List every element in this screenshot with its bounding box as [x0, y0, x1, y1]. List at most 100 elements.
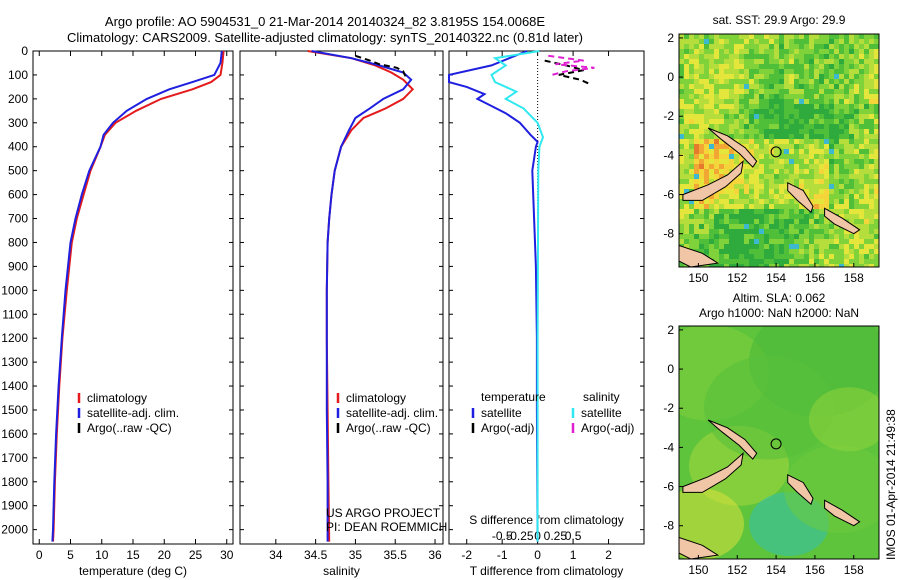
- map-y-tick-label: 2: [667, 31, 674, 45]
- y-tick-label: 300: [8, 116, 28, 130]
- land-mass: [682, 159, 744, 201]
- temperature-panel: 0 5 10 15 20 25 30 temperature (deg C) 0 100 200 30…: [1, 44, 233, 578]
- x-tick-label: 5: [67, 548, 74, 562]
- salinity-panel: 34 34.5 35 35.5 36 salinity climatologysatelli…: [239, 50, 444, 578]
- difference-argo-line: [544, 59, 592, 86]
- sla-subtitle: Argo h1000: NaN h2000: NaN: [699, 306, 859, 320]
- map-x-tick-label: 158: [844, 563, 864, 577]
- profile-title: Argo profile: AO 5904531_0 21-Mar-2014 2…: [104, 14, 546, 29]
- project-credit: US ARGO PROJECT: [326, 506, 441, 520]
- legend-label: Argo(-adj): [481, 421, 534, 435]
- map-y-tick-label: -2: [663, 109, 674, 123]
- y-tick-label: 1300: [1, 355, 28, 369]
- salinity-frame: [239, 50, 444, 545]
- difference-panel: -2 -1 0 1 2 T difference from climatology -0.5…: [448, 50, 645, 578]
- map-y-tick-label: 0: [667, 70, 674, 84]
- map-y-tick-label: -8: [663, 519, 674, 533]
- s-tick-label: -0.25: [506, 529, 534, 543]
- y-tick-label: 600: [8, 188, 28, 202]
- map-x-tick-label: 154: [766, 271, 786, 285]
- legend-title-salinity: salinity: [583, 390, 620, 404]
- y-tick-label: 1500: [1, 403, 28, 417]
- sla_map: 150 152 154 156 158 2 0 -2 -4 -6 -8: [663, 323, 880, 577]
- sst_map: 150 152 154 156 158 2 0 -2 -4 -6 -8: [663, 31, 880, 285]
- salinity-argo-line: [355, 54, 409, 80]
- x-tick-label: 20: [158, 548, 172, 562]
- argo-position-marker: [770, 438, 782, 450]
- legend-label: satellite: [581, 406, 622, 420]
- map-x-tick-label: 152: [727, 563, 747, 577]
- land-mass: [824, 207, 861, 235]
- legend-label: satellite-adj. clim.: [346, 406, 438, 420]
- climatology-title: Climatology: CARS2009. Satellite-adjuste…: [67, 30, 583, 45]
- land-mass: [787, 181, 814, 214]
- map-y-tick-label: -8: [663, 227, 674, 241]
- map-y-tick-label: -6: [663, 480, 674, 494]
- legend-title-temperature: temperature: [481, 390, 546, 404]
- temperature-xlabel: temperature (deg C): [79, 564, 187, 578]
- map-x-tick-label: 158: [844, 271, 864, 285]
- x-tick-label: 35.5: [384, 548, 408, 562]
- y-tick-label: 2000: [1, 523, 28, 537]
- legend-label: Argo(-adj): [581, 421, 634, 435]
- pi-credit: PI: DEAN ROEMMICH: [326, 520, 447, 534]
- map-x-tick-label: 156: [805, 271, 825, 285]
- x-tick-label: 10: [95, 548, 109, 562]
- y-tick-label: 1200: [1, 331, 28, 345]
- difference-frame: [448, 50, 645, 545]
- sla-title: Altim. SLA: 0.062: [733, 291, 826, 305]
- land-mass: [679, 536, 720, 559]
- land-mass: [682, 451, 744, 493]
- x-tick-label: -1: [497, 548, 508, 562]
- y-tick-label: 900: [8, 259, 28, 273]
- temperature-satellite-line: [51, 50, 223, 542]
- legend-label: climatology: [346, 391, 406, 405]
- argo-position-marker: [770, 146, 782, 158]
- legend-label: satellite-adj. clim.: [87, 406, 179, 420]
- s-tick-label: 0.25: [544, 529, 568, 543]
- y-tick-label: 800: [8, 235, 28, 249]
- y-tick-label: 700: [8, 212, 28, 226]
- sst-title: sat. SST: 29.9 Argo: 29.9: [713, 13, 846, 27]
- map-y-tick-label: -4: [663, 440, 674, 454]
- x-tick-label: -2: [461, 548, 472, 562]
- map-y-tick-label: -6: [663, 188, 674, 202]
- difference-xlabel: T difference from climatology: [470, 564, 624, 578]
- map-frame: [678, 325, 880, 560]
- y-tick-label: 400: [8, 140, 28, 154]
- legend-label: Argo(..raw -QC): [87, 421, 172, 435]
- legend-label: Argo(..raw -QC): [346, 421, 431, 435]
- x-tick-label: 0: [534, 548, 541, 562]
- y-tick-label: 500: [8, 164, 28, 178]
- y-tick-label: 0: [21, 44, 28, 58]
- land-mass: [707, 419, 758, 460]
- difference-sal_satellite-line: [490, 50, 545, 542]
- x-tick-label: 36: [428, 548, 442, 562]
- x-tick-label: 35: [349, 548, 363, 562]
- map-y-tick-label: -2: [663, 401, 674, 415]
- x-tick-label: 25: [189, 548, 203, 562]
- x-tick-label: 0: [36, 548, 43, 562]
- map-frame: [678, 33, 880, 268]
- x-tick-label: 2: [605, 548, 612, 562]
- s-difference-label: S difference from climatology: [469, 513, 624, 527]
- x-tick-label: 34.5: [304, 548, 328, 562]
- salinity-xlabel: salinity: [323, 564, 360, 578]
- s-tick-label: 0.5: [565, 529, 582, 543]
- map-x-tick-label: 156: [805, 563, 825, 577]
- x-tick-label: 15: [126, 548, 140, 562]
- imos-stamp: IMOS 01-Apr-2014 21:49:38: [884, 409, 898, 560]
- land-mass: [787, 473, 814, 506]
- land-mass: [707, 127, 758, 168]
- y-tick-label: 1000: [1, 283, 28, 297]
- map-x-tick-label: 154: [766, 563, 786, 577]
- difference-sal_argo-line: [548, 54, 595, 76]
- x-tick-label: 30: [220, 548, 234, 562]
- map-x-tick-label: 150: [688, 271, 708, 285]
- y-tick-label: 1400: [1, 379, 28, 393]
- y-tick-label: 1100: [2, 307, 28, 321]
- temperature-frame: [32, 50, 234, 545]
- map-x-tick-label: 152: [727, 271, 747, 285]
- map-y-tick-label: 0: [667, 362, 674, 376]
- y-tick-label: 1800: [1, 475, 28, 489]
